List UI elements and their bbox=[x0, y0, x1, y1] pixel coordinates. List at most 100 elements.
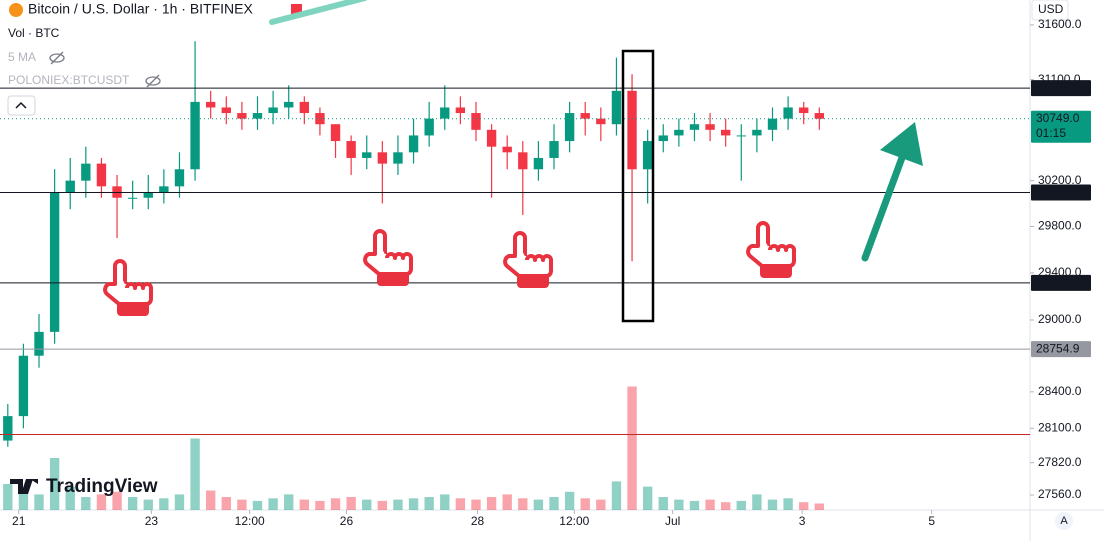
hand-finger bbox=[513, 231, 527, 256]
volume-bar bbox=[315, 500, 325, 510]
volume-bar bbox=[580, 498, 590, 510]
price-label: 30749.0 bbox=[1036, 111, 1080, 125]
candle-body bbox=[596, 118, 606, 125]
candle-body bbox=[627, 90, 637, 170]
currency-button[interactable] bbox=[1031, 0, 1069, 21]
candle-body bbox=[299, 101, 309, 114]
x-tick-label: 12:00 bbox=[559, 514, 589, 528]
indicator-label: POLONIEX:BTCUSDT bbox=[8, 73, 130, 87]
collapse-button[interactable] bbox=[7, 95, 36, 116]
indicator-label: 5 MA bbox=[8, 50, 36, 64]
brand: TradingView bbox=[10, 476, 158, 497]
volume-bar bbox=[81, 497, 91, 510]
volume-bar bbox=[455, 498, 466, 510]
highlight-box bbox=[621, 49, 655, 323]
candle-body bbox=[159, 186, 169, 193]
volume-bar bbox=[18, 490, 29, 510]
volume-bar bbox=[471, 499, 481, 510]
price-label-box bbox=[1031, 80, 1091, 97]
volume-bar bbox=[299, 499, 309, 510]
volume-bar bbox=[377, 500, 388, 510]
volume-bar bbox=[362, 499, 372, 510]
volume-bar bbox=[252, 500, 263, 510]
x-tick-label: 28 bbox=[471, 514, 485, 528]
volume-bar bbox=[330, 498, 341, 510]
volume-bar bbox=[284, 494, 294, 510]
volume-bar bbox=[221, 497, 231, 510]
candle-body bbox=[81, 163, 91, 181]
price-label: 29314.8 bbox=[1036, 275, 1080, 289]
flag-icon bbox=[291, 4, 302, 15]
volume-bar bbox=[112, 491, 122, 510]
candle-body bbox=[284, 101, 294, 108]
volume-bar bbox=[611, 481, 622, 510]
volume-bar bbox=[705, 499, 715, 510]
candle-body bbox=[362, 152, 372, 158]
volume-bar bbox=[564, 491, 575, 510]
hand-cuff bbox=[760, 264, 792, 278]
y-tick-label: 30200.0 bbox=[1038, 173, 1082, 187]
scale-mode-button[interactable] bbox=[1055, 512, 1073, 530]
volume-bar bbox=[502, 494, 512, 510]
hand-palm bbox=[746, 228, 796, 268]
y-tick-label: 31600.0 bbox=[1038, 17, 1082, 31]
plot-area bbox=[0, 24, 1034, 514]
volume-bar bbox=[127, 497, 138, 510]
y-tick-label: 28400.0 bbox=[1038, 384, 1082, 398]
hand-palm bbox=[103, 266, 153, 306]
candle-body bbox=[440, 107, 450, 119]
y-tick-label: 29800.0 bbox=[1038, 219, 1082, 233]
scale-mode-label: A bbox=[1060, 515, 1068, 527]
candle-body bbox=[96, 163, 107, 187]
candle-body bbox=[330, 124, 341, 142]
volume-bar bbox=[642, 486, 653, 510]
candle-body bbox=[767, 118, 778, 130]
candle-body bbox=[3, 416, 13, 441]
candle-body bbox=[424, 118, 434, 136]
brand-label: TradingView bbox=[46, 476, 158, 497]
candle-body bbox=[689, 124, 700, 130]
volume-bar bbox=[783, 498, 793, 510]
hand-cuff bbox=[117, 302, 149, 316]
candle-body bbox=[49, 192, 60, 332]
y-tick-label: 27820.0 bbox=[1038, 455, 1082, 469]
candle-body bbox=[658, 135, 668, 142]
candle-body bbox=[143, 192, 153, 198]
volume-bar bbox=[3, 484, 13, 510]
hand-icon bbox=[103, 259, 153, 316]
volume-bar bbox=[658, 497, 668, 510]
volume-bar bbox=[549, 497, 559, 510]
hide-icons[interactable] bbox=[49, 51, 161, 88]
chart-title: Bitcoin / U.S. Dollar · 1h · BITFINEX bbox=[28, 1, 253, 17]
volume-bar bbox=[34, 494, 44, 510]
candle-body bbox=[408, 135, 419, 153]
volume-bar bbox=[814, 503, 824, 510]
candle-body bbox=[580, 113, 590, 119]
candle-body bbox=[486, 129, 497, 147]
candle-body bbox=[518, 152, 528, 170]
volume-bar bbox=[440, 494, 450, 510]
candle-body bbox=[642, 141, 653, 170]
candle-body bbox=[783, 107, 793, 119]
bitcoin-icon bbox=[9, 3, 23, 17]
candle-body bbox=[549, 141, 559, 158]
y-tick-label: 28100.0 bbox=[1038, 420, 1082, 434]
candle-body bbox=[190, 101, 200, 170]
hand-icons bbox=[103, 221, 796, 316]
candle-body bbox=[315, 113, 325, 125]
volume-bar bbox=[518, 498, 528, 510]
y-tick-label: 29000.0 bbox=[1038, 312, 1082, 326]
volume-bar bbox=[627, 386, 637, 510]
hand-finger bbox=[373, 229, 387, 254]
price-label-box bbox=[1031, 341, 1091, 358]
candle-body bbox=[705, 124, 715, 130]
volume-bar bbox=[159, 498, 169, 510]
volume-bar bbox=[674, 499, 684, 510]
volume-bar bbox=[206, 490, 216, 510]
arrow-fragment bbox=[269, 0, 368, 25]
candle-body bbox=[221, 107, 231, 114]
x-tick-label: 3 bbox=[799, 514, 806, 528]
volume-bar bbox=[190, 438, 200, 510]
hand-palm bbox=[363, 236, 413, 276]
candle-body bbox=[65, 180, 75, 193]
